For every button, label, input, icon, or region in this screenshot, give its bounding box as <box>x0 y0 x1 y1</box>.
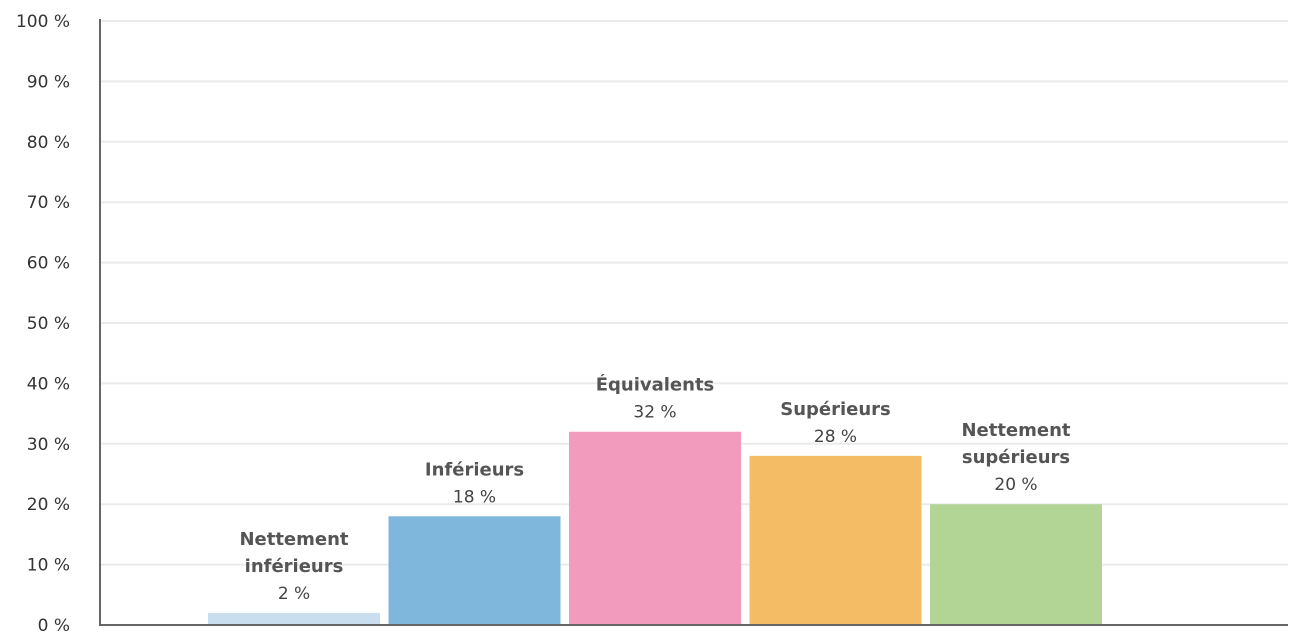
y-tick-label: 0 % <box>38 616 70 632</box>
bar <box>208 612 380 624</box>
y-tick-label: 60 % <box>27 254 70 274</box>
y-tick-label: 80 % <box>27 133 70 153</box>
bar-category-label: inférieurs <box>245 556 344 577</box>
labels: 0 % 10 % 20 % 30 % 40 % 50 % 60 % 70 % 80 % 90 % 1… <box>16 12 1071 632</box>
bar <box>569 431 741 624</box>
gridlines <box>100 20 1288 566</box>
bar-value-label: 18 % <box>453 487 496 507</box>
y-tick-label: 50 % <box>27 314 70 334</box>
bar-category-label: Inférieurs <box>425 459 524 480</box>
y-tick-label: 100 % <box>16 12 70 32</box>
y-tick-label: 90 % <box>27 72 70 92</box>
bar-category-label: Équivalents <box>596 374 715 396</box>
axes <box>99 19 1288 626</box>
bar-category-label: Nettement <box>961 420 1070 441</box>
y-tick-label: 20 % <box>27 495 70 515</box>
bar <box>749 455 922 624</box>
bar <box>930 504 1102 624</box>
bar-category-label: Nettement <box>239 529 348 550</box>
bar-value-label: 20 % <box>994 475 1037 495</box>
bar-value-label: 28 % <box>814 427 857 447</box>
y-tick-label: 40 % <box>27 374 70 394</box>
y-tick-label: 30 % <box>27 435 70 455</box>
y-tick-label: 10 % <box>27 556 70 576</box>
bar-category-label: supérieurs <box>962 447 1070 468</box>
bar-category-label: Supérieurs <box>780 399 891 420</box>
y-tick-label: 70 % <box>27 193 70 213</box>
bars <box>208 431 1102 624</box>
bar-value-label: 2 % <box>278 584 310 604</box>
bar <box>388 516 561 624</box>
bar-value-label: 32 % <box>633 403 676 423</box>
